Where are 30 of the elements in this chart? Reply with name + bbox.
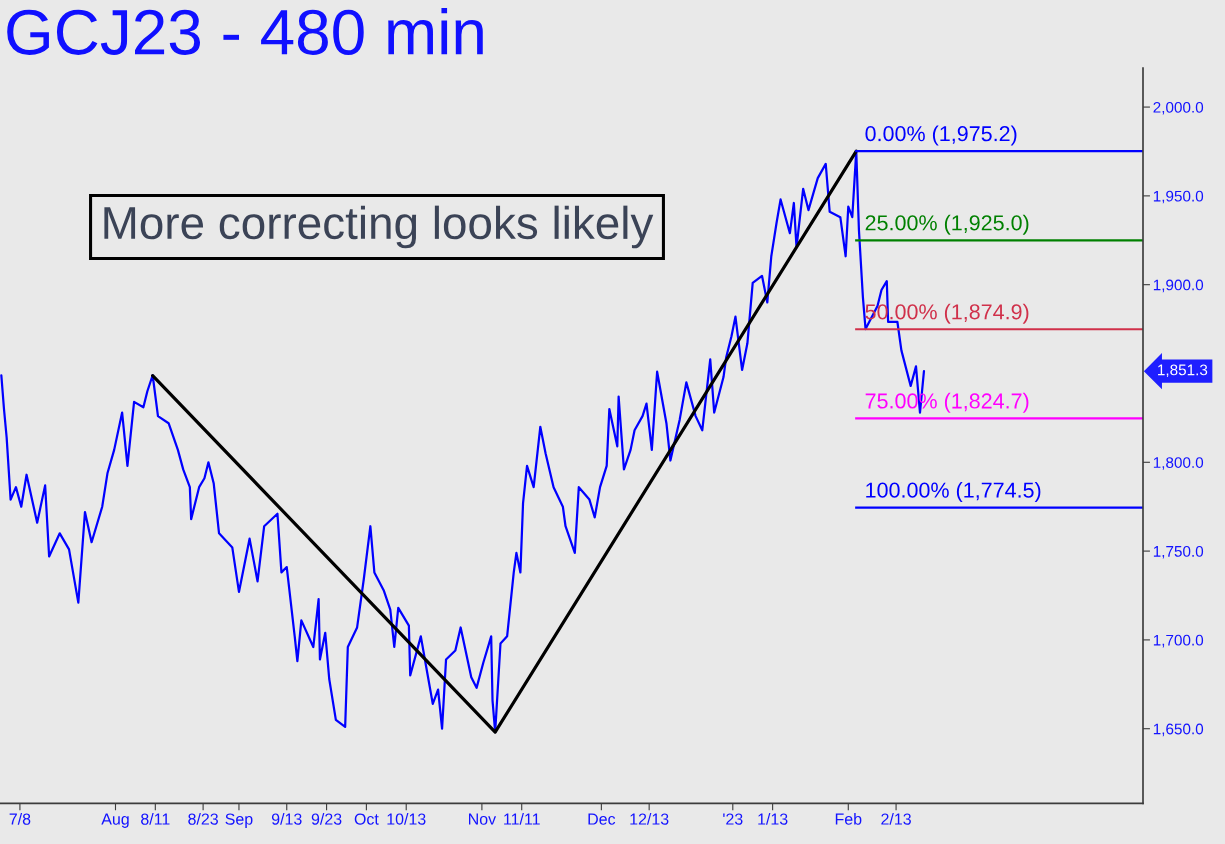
x-tick-label: 9/13 [271,813,302,825]
x-tick-label: '23 [723,813,743,825]
ref-line-label: 25.00% (1,925.0) [865,214,1029,235]
x-tick-label: 10/13 [387,813,426,825]
x-tick-label: 7/8 [9,813,31,825]
ref-line-label: 100.00% (1,774.5) [866,481,1041,503]
x-tick-label: Aug [101,813,129,828]
y-tick-label: 1,900.0 [1153,279,1204,293]
chart-title: GCJ23 - 480 min [7,8,483,55]
x-tick-label: Oct [354,813,379,825]
y-tick-label: 2,000.0 [1153,101,1204,115]
y-tick-label: 1,750.0 [1153,545,1204,559]
x-tick-label: 2/13 [881,813,911,825]
x-tick-label: Dec [588,813,616,825]
y-tick-label: 1,800.0 [1153,457,1204,470]
x-tick-label: Sep [225,813,253,828]
x-tick-label: 1/13 [758,813,788,825]
y-tick-label: 1,950.0 [1153,190,1204,204]
x-tick-label: Nov [469,813,497,825]
x-tick-label: 8/11 [141,813,170,825]
y-tick-label: 1,650.0 [1153,723,1204,737]
x-tick-label: Feb [835,813,862,825]
y-tick-label: 1,700.0 [1153,634,1204,648]
text: 1,851.3 [1158,364,1208,378]
x-tick-label: 12/13 [630,813,669,825]
x-tick-label: 8/23 [188,813,218,825]
ref-line-label: 0.00% (1,975.2) [865,125,1017,146]
x-tick-label: 9/23 [311,813,342,825]
x-tick-label: 11/11 [504,813,540,825]
annotation: More correcting looks likely [104,205,654,249]
